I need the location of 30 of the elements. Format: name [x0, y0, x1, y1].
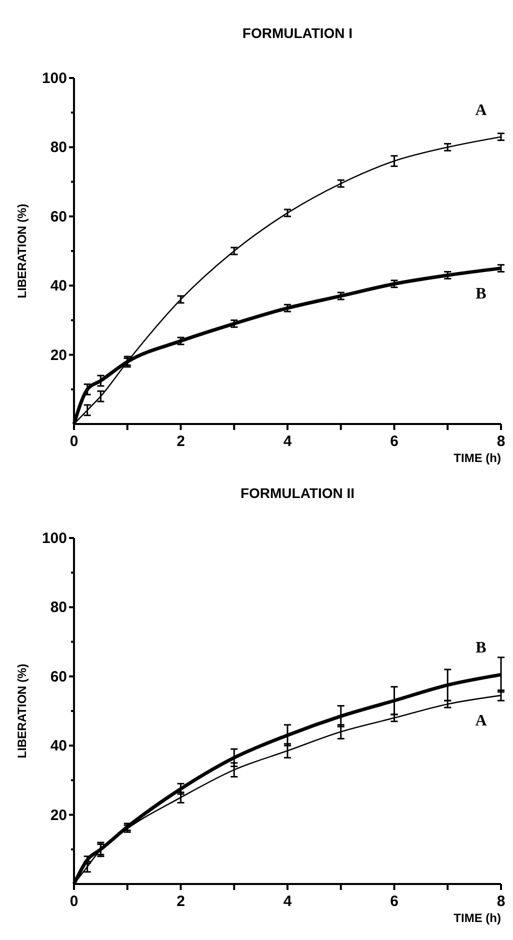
y-tick-label: 100: [42, 70, 67, 87]
x-tick-label: 6: [390, 433, 398, 450]
x-tick-label: 2: [176, 433, 185, 450]
series-label: B: [476, 640, 487, 657]
y-tick-label: 60: [50, 208, 67, 226]
x-tick-label: 0: [70, 433, 78, 450]
y-tick-label: 60: [50, 668, 67, 686]
y-tick-label: 20: [50, 346, 67, 364]
y-tick-label: 80: [50, 139, 67, 156]
x-tick-label: 8: [496, 433, 506, 450]
x-tick-label: 4: [283, 893, 292, 910]
series-label: A: [475, 102, 488, 119]
series-label: B: [476, 285, 487, 302]
series-label: A: [475, 712, 488, 730]
chart-title: FORMULATION II: [240, 485, 355, 501]
y-tick-label: 20: [50, 806, 67, 824]
x-axis-title: TIME (h): [454, 911, 501, 925]
x-tick-label: 4: [283, 433, 292, 450]
x-tick-label: 0: [70, 893, 78, 910]
x-tick-label: 6: [390, 893, 398, 910]
y-tick-label: 100: [42, 530, 67, 547]
x-tick-label: 2: [176, 893, 185, 910]
y-axis-title: LIBERATION (%): [15, 664, 29, 758]
x-axis-title: TIME (h): [454, 451, 501, 465]
x-tick-label: 8: [496, 893, 506, 910]
y-tick-label: 80: [50, 599, 67, 616]
y-tick-label: 40: [50, 278, 67, 295]
chart-title: FORMULATION I: [242, 25, 353, 41]
y-axis-title: LIBERATION (%): [15, 204, 29, 298]
y-tick-label: 40: [50, 738, 67, 755]
